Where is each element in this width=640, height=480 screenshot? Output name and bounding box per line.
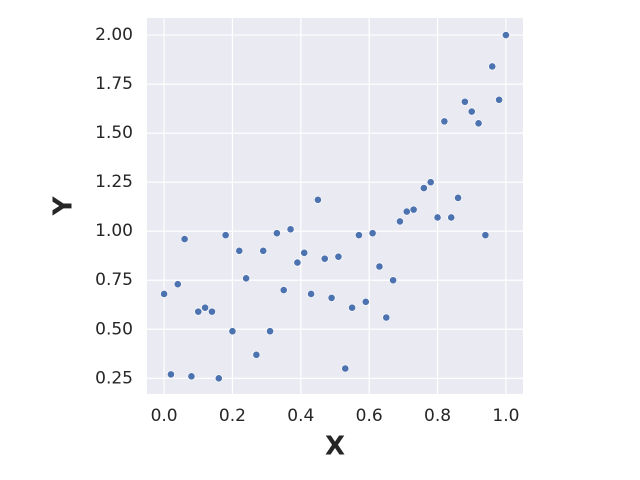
point <box>389 276 398 285</box>
point <box>286 225 295 234</box>
y-tick-label: 1.75 <box>95 74 133 94</box>
point <box>467 107 476 116</box>
point <box>454 193 462 202</box>
point <box>173 280 182 289</box>
point <box>214 374 223 383</box>
point <box>488 62 497 71</box>
point <box>266 327 274 336</box>
point <box>307 290 315 298</box>
y-tick-label: 0.50 <box>95 319 133 339</box>
point <box>495 95 503 104</box>
point <box>201 303 210 312</box>
y-tick-label: 1.00 <box>95 221 133 241</box>
y-tick-label: 1.50 <box>95 123 133 143</box>
point <box>368 229 377 238</box>
plot-area <box>147 18 523 394</box>
point <box>474 119 483 128</box>
point <box>419 184 428 192</box>
x-tick-label: 1.0 <box>492 406 519 426</box>
x-axis-label: X <box>325 432 345 462</box>
point <box>300 248 309 257</box>
point <box>481 231 490 240</box>
point <box>440 117 449 126</box>
point <box>396 217 404 226</box>
point <box>293 258 302 267</box>
point <box>208 307 216 316</box>
point <box>447 213 456 222</box>
point <box>314 195 322 204</box>
point <box>228 327 237 336</box>
y-tick-label: 0.75 <box>95 270 133 290</box>
point <box>252 350 261 359</box>
point <box>187 372 196 381</box>
point <box>382 313 391 322</box>
x-tick-label: 0.0 <box>151 406 178 426</box>
point <box>460 97 469 106</box>
point <box>279 286 288 294</box>
point <box>502 31 510 39</box>
y-tick-label: 2.00 <box>95 25 133 45</box>
point <box>341 364 350 373</box>
point <box>433 213 442 222</box>
point <box>160 290 168 298</box>
point <box>194 307 203 316</box>
point <box>180 235 189 243</box>
point <box>355 231 363 240</box>
point <box>361 297 370 306</box>
x-tick-label: 0.8 <box>424 406 451 426</box>
y-axis-label: Y <box>49 195 79 216</box>
x-tick-label: 0.6 <box>356 406 383 426</box>
point <box>272 229 281 238</box>
y-tick-label: 1.25 <box>95 172 133 192</box>
point <box>348 303 356 312</box>
point <box>409 205 418 214</box>
point <box>235 246 244 255</box>
point <box>259 246 268 255</box>
x-tick-label: 0.4 <box>287 406 314 426</box>
point <box>242 274 251 283</box>
y-tick-label: 0.25 <box>95 368 133 388</box>
point <box>167 370 175 379</box>
point <box>221 231 230 240</box>
point <box>426 178 435 187</box>
point <box>320 254 329 263</box>
point <box>334 252 343 261</box>
point <box>402 207 411 216</box>
x-tick-label: 0.2 <box>219 406 246 426</box>
point <box>375 262 384 271</box>
point <box>327 293 336 302</box>
